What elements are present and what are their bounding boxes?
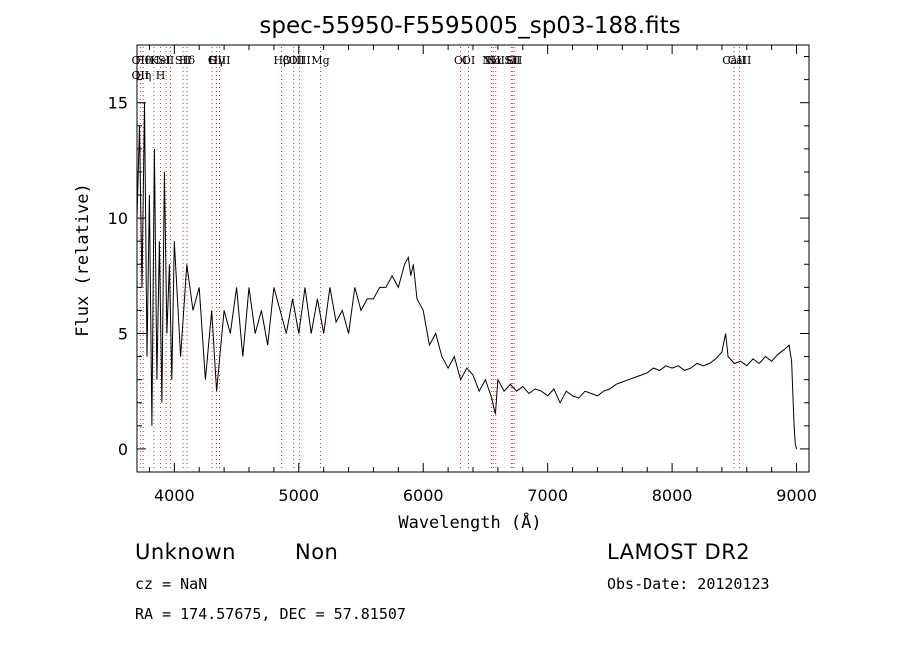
line-label: NII (487, 54, 505, 67)
subclass-label: Non (295, 540, 339, 564)
line-label: OII (132, 69, 150, 82)
line-label: SII (175, 54, 191, 67)
ra-dec-coordinates: RA = 174.57675, DEC = 57.81507 (135, 605, 406, 623)
y-tick-label: 0 (118, 440, 128, 459)
line-label: OI (454, 54, 467, 67)
line-label: OIII (208, 54, 230, 67)
line-label: Mg (311, 54, 329, 67)
line-label: H (156, 69, 166, 82)
survey-label: LAMOST DR2 (607, 540, 751, 564)
line-label: Hδ (179, 54, 196, 67)
line-label: CaII (728, 54, 752, 67)
line-label: OI (462, 54, 475, 67)
y-tick-label: 5 (118, 325, 128, 344)
line-label: OIII (283, 54, 305, 67)
chart-title: spec-55950-F5595005_sp03-188.fits (259, 13, 680, 39)
line-label: OII (132, 54, 150, 67)
obs-date: Obs-Date: 20120123 (607, 575, 770, 593)
class-label: Unknown (135, 540, 236, 564)
line-label: Hγ (209, 54, 226, 67)
x-axis-ticks: 4000 5000 6000 7000 8000 9000 (148, 45, 817, 505)
line-label: CaII (722, 54, 746, 67)
x-tick-label: 5000 (278, 486, 319, 505)
line-label: OIII (289, 54, 311, 67)
line-label: Hβ (274, 54, 290, 67)
x-tick-label: 6000 (403, 486, 444, 505)
plot-frame (136, 44, 810, 473)
line-label: SII (158, 54, 174, 67)
x-tick-label: 8000 (652, 486, 693, 505)
spectral-line-markers (139, 47, 741, 470)
line-label: NII (482, 54, 500, 67)
spectrum-series-line (136, 102, 798, 450)
line-label: K (150, 54, 159, 67)
x-axis-label: Wavelength (Å) (398, 511, 541, 533)
line-label: G (208, 54, 217, 67)
y-axis-ticks: 0 5 10 15 (108, 56, 809, 459)
line-label: Hη (135, 69, 151, 82)
cz-value: cz = NaN (135, 575, 208, 593)
x-tick-label: 9000 (776, 486, 817, 505)
y-tick-label: 15 (108, 94, 128, 113)
y-axis-label: Flux (relative) (73, 183, 93, 337)
line-label: Li (506, 54, 517, 67)
y-tick-label: 10 (108, 209, 128, 228)
x-tick-label: 7000 (527, 486, 568, 505)
line-label: SII (504, 54, 520, 67)
line-label: Hα (485, 54, 503, 67)
line-label: HeI (150, 54, 170, 67)
x-tick-label: 4000 (154, 486, 195, 505)
line-label: SII (506, 54, 522, 67)
line-label: Hθ (135, 54, 152, 67)
